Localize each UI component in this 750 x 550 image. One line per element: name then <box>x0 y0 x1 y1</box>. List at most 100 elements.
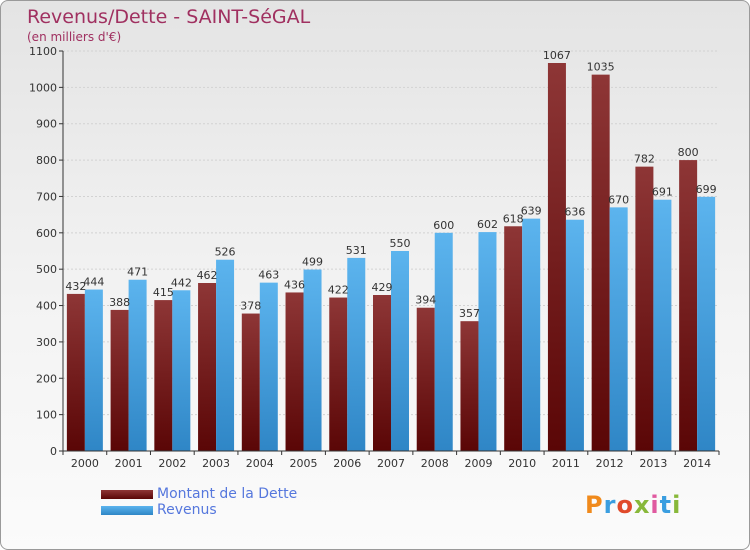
bar-dette-2007 <box>373 295 391 451</box>
data-label-revenus: 699 <box>696 183 717 196</box>
data-label-dette: 429 <box>372 281 393 294</box>
x-tick-label: 2013 <box>639 457 667 470</box>
x-tick-label: 2010 <box>508 457 536 470</box>
chart-legend: Montant de la Dette Revenus <box>101 486 297 518</box>
y-tick-label: 800 <box>36 154 57 167</box>
x-tick-label: 2014 <box>683 457 711 470</box>
bar-dette-2005 <box>285 292 304 451</box>
data-label-dette: 1067 <box>543 49 571 62</box>
legend-label-dette: Montant de la Dette <box>157 486 298 502</box>
logo-letter: t <box>659 491 673 519</box>
data-label-dette: 800 <box>678 146 699 159</box>
data-label-dette: 357 <box>459 307 480 320</box>
bar-dette-2014 <box>679 160 698 451</box>
bar-revenus-2012 <box>609 207 628 451</box>
logo-letter: o <box>616 491 634 519</box>
bar-revenus-2001 <box>128 279 147 451</box>
data-label-dette: 618 <box>503 212 524 225</box>
chart-subtitle: (en milliers d'€) <box>27 30 122 44</box>
y-tick-label: 1000 <box>29 81 57 94</box>
logo-letter: x <box>633 491 651 519</box>
data-label-dette: 436 <box>284 278 305 291</box>
x-tick-label: 2002 <box>158 457 186 470</box>
data-label-dette: 388 <box>109 296 130 309</box>
data-label-revenus: 499 <box>302 256 323 269</box>
bar-dette-2003 <box>198 283 217 451</box>
bar-dette-2002 <box>154 300 173 451</box>
x-tick-label: 2004 <box>246 457 274 470</box>
y-tick-label: 500 <box>36 263 57 276</box>
x-tick-label: 2009 <box>464 457 492 470</box>
data-label-revenus: 444 <box>83 276 104 289</box>
data-label-revenus: 463 <box>258 269 279 282</box>
data-label-revenus: 471 <box>127 266 148 279</box>
y-tick-label: 700 <box>36 190 57 203</box>
x-tick-label: 2000 <box>71 457 99 470</box>
x-tick-label: 2003 <box>202 457 230 470</box>
data-label-revenus: 636 <box>564 206 585 219</box>
y-tick-label: 400 <box>36 300 57 313</box>
legend-item-revenus: Revenus <box>101 502 297 518</box>
y-tick-label: 100 <box>36 409 57 422</box>
data-label-dette: 378 <box>240 300 261 313</box>
data-label-revenus: 600 <box>433 219 454 232</box>
legend-swatch-revenus <box>101 505 153 515</box>
bar-revenus-2009 <box>478 232 497 451</box>
data-label-revenus: 442 <box>171 276 192 289</box>
bar-dette-2004 <box>241 313 260 451</box>
data-label-dette: 422 <box>328 284 349 297</box>
chart-title: Revenus/Dette - SAINT-SéGAL <box>27 6 311 28</box>
bar-dette-2001 <box>110 309 129 451</box>
bar-revenus-2006 <box>347 257 366 451</box>
data-label-dette: 394 <box>415 294 436 307</box>
logo-letter: i <box>672 491 682 519</box>
data-label-revenus: 531 <box>346 244 367 257</box>
y-tick-label: 0 <box>50 445 57 458</box>
bar-dette-2013 <box>635 166 654 452</box>
bar-revenus-2013 <box>653 199 672 451</box>
data-label-revenus: 550 <box>390 237 411 250</box>
bar-revenus-2007 <box>391 251 409 451</box>
y-tick-label: 200 <box>36 372 57 385</box>
data-label-revenus: 526 <box>215 246 236 259</box>
data-label-revenus: 639 <box>521 205 542 218</box>
y-tick-label: 600 <box>36 227 57 240</box>
x-tick-label: 2001 <box>115 457 143 470</box>
data-label-dette: 432 <box>65 280 86 293</box>
bar-dette-2006 <box>329 297 348 451</box>
bar-revenus-2005 <box>303 269 322 451</box>
x-tick-label: 2006 <box>333 457 361 470</box>
y-tick-label: 900 <box>36 118 57 131</box>
bar-revenus-2000 <box>84 289 103 451</box>
bar-revenus-2011 <box>565 219 584 451</box>
logo-letter: r <box>603 491 617 519</box>
bar-revenus-2003 <box>216 259 235 451</box>
bar-dette-2011 <box>547 63 566 451</box>
x-tick-label: 2011 <box>552 457 580 470</box>
bar-dette-2009 <box>460 321 479 451</box>
data-label-revenus: 691 <box>652 186 673 199</box>
bar-dette-2012 <box>591 74 610 452</box>
x-tick-label: 2007 <box>377 457 405 470</box>
bar-dette-2000 <box>66 293 85 451</box>
logo-letter: P <box>585 491 604 519</box>
y-tick-label: 300 <box>36 336 57 349</box>
proxiti-logo: Proxiti <box>585 491 681 519</box>
data-label-revenus: 670 <box>608 193 629 206</box>
bar-revenus-2004 <box>259 282 278 451</box>
data-label-dette: 782 <box>634 153 655 166</box>
y-tick-label: 1100 <box>29 45 57 58</box>
x-tick-label: 2008 <box>421 457 449 470</box>
legend-swatch-dette <box>101 489 153 499</box>
data-label-revenus: 602 <box>477 218 498 231</box>
bar-dette-2008 <box>416 307 435 451</box>
legend-label-revenus: Revenus <box>157 502 217 518</box>
bar-revenus-2010 <box>522 218 541 451</box>
bar-dette-2010 <box>504 226 523 451</box>
logo-letter: i <box>650 491 660 519</box>
bar-revenus-2008 <box>434 232 453 451</box>
x-tick-label: 2012 <box>596 457 624 470</box>
x-tick-label: 2005 <box>290 457 318 470</box>
